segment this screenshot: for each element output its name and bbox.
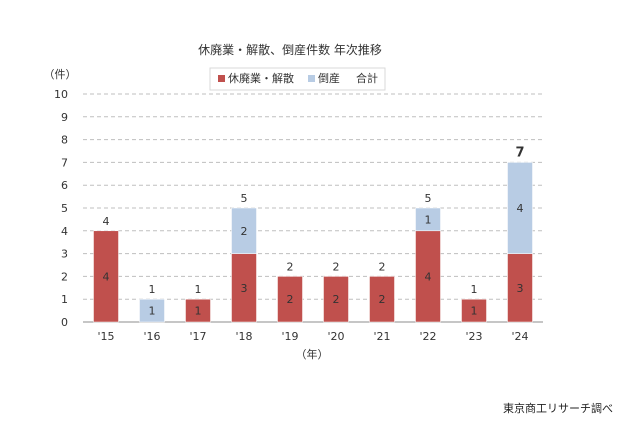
segment-value-label: 1 — [471, 305, 478, 318]
total-value-label: 2 — [333, 260, 340, 273]
y-tick-label: 3 — [61, 248, 68, 261]
y-tick-label: 9 — [61, 111, 68, 124]
bar-segment-closure — [369, 276, 395, 323]
bar-segment-closure — [323, 276, 349, 323]
segment-value-label: 2 — [379, 293, 386, 306]
x-tick-label: '24 — [511, 330, 528, 343]
total-value-label: 1 — [149, 283, 156, 296]
segment-value-label: 4 — [425, 270, 432, 283]
bar-segment-closure — [461, 298, 487, 323]
total-value-label: 2 — [287, 260, 294, 273]
bar-segment-bankruptcy — [139, 298, 165, 323]
x-axis-unit-label: （年） — [296, 347, 329, 361]
bar-segment-closure — [415, 230, 441, 323]
x-tick-label: '22 — [419, 330, 436, 343]
y-tick-label: 6 — [61, 179, 68, 192]
x-tick-label: '15 — [97, 330, 114, 343]
bar-segment-closure — [93, 230, 119, 323]
y-tick-label: 0 — [61, 316, 68, 329]
y-axis-ticks: 0 1 2 3 4 5 6 7 8 9 10 — [54, 88, 68, 329]
total-value-label: 1 — [195, 283, 202, 296]
segment-value-label: 4 — [517, 202, 524, 215]
bar-segment-closure — [231, 253, 257, 323]
x-tick-label: '19 — [281, 330, 298, 343]
total-value-label: 4 — [103, 215, 110, 228]
x-tick-label: '18 — [235, 330, 252, 343]
y-tick-label: 1 — [61, 293, 68, 306]
total-value-label: 2 — [379, 260, 386, 273]
bar-segment-bankruptcy — [415, 207, 441, 232]
x-tick-label: '21 — [373, 330, 390, 343]
y-tick-label: 7 — [61, 156, 68, 169]
segment-value-label: 1 — [195, 305, 202, 318]
bar-segment-closure — [185, 298, 211, 323]
legend-label-total: 合計 — [356, 71, 378, 85]
legend: 休廃業・解散 倒産 合計 — [209, 67, 386, 91]
bar-segment-closure — [277, 276, 303, 323]
y-tick-label: 4 — [61, 225, 68, 238]
y-tick-label: 5 — [61, 202, 68, 215]
x-tick-label: '16 — [143, 330, 160, 343]
segment-value-label: 2 — [241, 225, 248, 238]
total-value-label: 5 — [241, 192, 248, 205]
segment-value-label: 1 — [149, 305, 156, 318]
total-value-label: 7 — [515, 145, 524, 160]
legend-label: 休廃業・解散 — [228, 71, 294, 85]
x-tick-label: '20 — [327, 330, 344, 343]
chart-title: 休廃業・解散、倒産件数 年次推移 — [198, 42, 382, 57]
total-value-label: 5 — [425, 192, 432, 205]
legend-box — [209, 67, 386, 91]
bar-segment-closure — [507, 253, 533, 323]
y-axis-unit-label: （件） — [44, 68, 77, 81]
x-axis-ticks: '15 '16 '17 '18 '19 '20 '21 '22 '23 '24 — [97, 330, 528, 343]
segment-value-label: 2 — [333, 293, 340, 306]
segment-value-label: 3 — [241, 282, 248, 295]
total-value-label: 1 — [471, 283, 478, 296]
legend-label: 倒産 — [318, 72, 340, 85]
segment-value-label: 2 — [287, 293, 294, 306]
y-tick-label: 8 — [61, 134, 68, 147]
segment-value-label: 1 — [425, 213, 432, 226]
bars: 4 4 1 1 1 1 3 2 5 2 2 2 2 2 2 4 1 5 1 1 3 4 7 — [93, 145, 533, 323]
source-note: 東京商工リサーチ調べ — [503, 402, 613, 415]
y-tick-label: 2 — [61, 270, 68, 283]
x-tick-label: '23 — [465, 330, 482, 343]
bar-segment-bankruptcy — [507, 162, 533, 254]
legend-swatch — [308, 75, 315, 82]
segment-value-label: 4 — [103, 270, 110, 283]
bar-segment-bankruptcy — [231, 207, 257, 254]
segment-value-label: 3 — [517, 282, 524, 295]
y-tick-label: 10 — [54, 88, 68, 101]
x-tick-label: '17 — [189, 330, 206, 343]
legend-swatch — [218, 75, 225, 82]
